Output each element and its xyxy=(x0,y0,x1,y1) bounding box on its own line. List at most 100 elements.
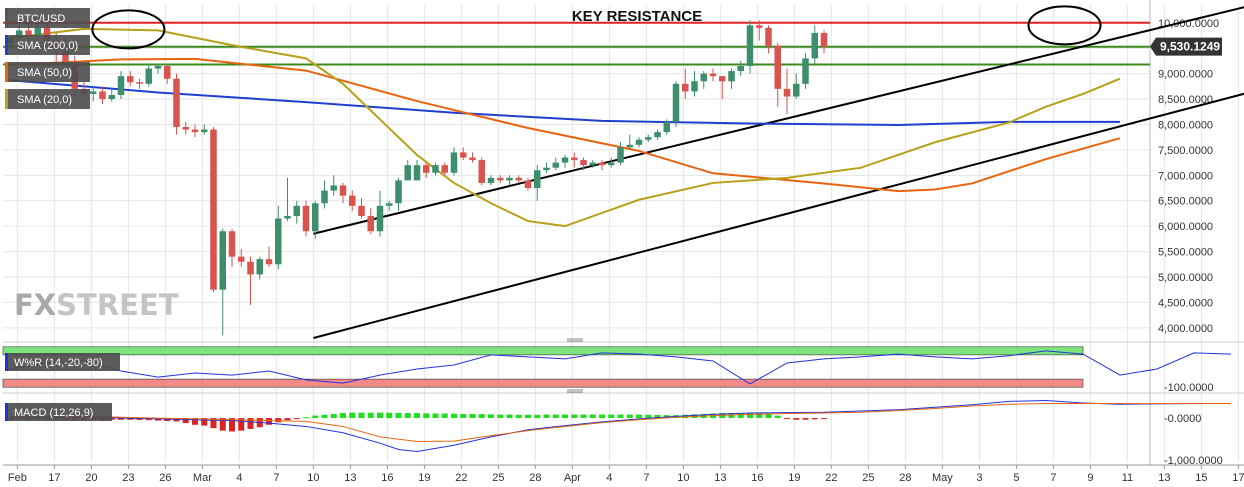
legend-color-swatch xyxy=(5,353,8,371)
bullish-candle xyxy=(672,83,680,122)
bearish-candle xyxy=(247,261,254,275)
price-tick-label: 7,000.0000 xyxy=(1158,170,1213,182)
legend-label: BTC/USD xyxy=(17,13,65,25)
legend-color-swatch xyxy=(5,89,8,109)
date-tick-label: 13 xyxy=(714,472,726,484)
bearish-candle xyxy=(136,82,143,84)
histogram-bar-positive xyxy=(534,414,541,419)
date-tick-label: 19 xyxy=(788,472,800,484)
macd-tick-label: -0.0000 xyxy=(1164,413,1201,425)
bullish-candle xyxy=(700,73,707,82)
bearish-candle xyxy=(765,27,772,46)
date-tick-label: 22 xyxy=(825,472,837,484)
bearish-candle xyxy=(182,127,189,130)
sma-line xyxy=(9,79,1120,126)
histogram-bar-negative xyxy=(136,418,143,420)
bullish-candle xyxy=(589,162,596,166)
histogram-bar-negative xyxy=(266,418,272,425)
bearish-candle xyxy=(25,30,32,36)
bullish-candle xyxy=(432,165,439,173)
histogram-bar-positive xyxy=(543,414,550,419)
channel-line xyxy=(313,6,1244,235)
bullish-candle xyxy=(663,121,670,133)
bullish-candle xyxy=(608,162,615,166)
date-tick-label: May xyxy=(932,472,953,484)
histogram-bar-negative xyxy=(275,418,282,423)
bearish-candle xyxy=(783,88,791,97)
histogram-bar-positive xyxy=(303,417,309,419)
histogram-bar-positive xyxy=(349,412,356,419)
bearish-candle xyxy=(469,157,476,161)
bullish-candle xyxy=(219,231,226,290)
date-tick-label: 9 xyxy=(1087,472,1093,484)
legend-label: SMA (200,0) xyxy=(17,40,78,52)
bullish-candle xyxy=(728,71,735,82)
histogram-bar-negative xyxy=(811,418,818,420)
bearish-candle xyxy=(478,160,485,183)
histogram-bar-positive xyxy=(562,414,568,419)
histogram-bar-positive xyxy=(636,414,642,419)
bullish-candle xyxy=(34,27,41,36)
histogram-bar-negative xyxy=(793,418,800,420)
channel-line xyxy=(313,92,1244,339)
bearish-candle xyxy=(127,76,134,83)
price-tick-label: 7,500.0000 xyxy=(1158,145,1213,157)
legend-box xyxy=(5,353,120,371)
histogram-bar-positive xyxy=(488,414,494,419)
sma-line xyxy=(9,27,1121,228)
legend-color-swatch xyxy=(5,403,8,421)
williams-band xyxy=(2,378,1084,388)
legend-item: SMA (20,0) xyxy=(5,89,90,109)
bullish-candle xyxy=(811,32,818,59)
histogram-bar-positive xyxy=(756,412,763,419)
bearish-candle xyxy=(265,259,273,265)
histogram-bar-negative xyxy=(229,418,235,432)
date-tick-label: 4 xyxy=(606,472,612,484)
date-tick-label: 26 xyxy=(159,472,171,484)
legend-label: SMA (20,0) xyxy=(17,94,72,106)
date-tick-label: Mar xyxy=(193,472,212,484)
bullish-candle xyxy=(691,81,698,92)
date-tick-label: 15 xyxy=(1195,472,1207,484)
bearish-candle xyxy=(238,256,245,262)
bearish-candle xyxy=(210,129,217,290)
legend-item: W%R (14,-20,-80) xyxy=(5,353,120,371)
histogram-bar-positive xyxy=(395,412,402,419)
bullish-candle xyxy=(654,132,661,138)
date-tick-label: 20 xyxy=(85,472,97,484)
last-price-tag xyxy=(1150,37,1222,56)
date-tick-label: 16 xyxy=(381,472,393,484)
date-tick-label: 7 xyxy=(1050,472,1056,484)
date-tick-label: 19 xyxy=(418,472,430,484)
histogram-bar-negative xyxy=(127,418,134,420)
price-tick-label: 4,500.0000 xyxy=(1158,297,1213,309)
bullish-candle xyxy=(635,139,643,145)
histogram-bar-negative xyxy=(238,418,245,431)
bullish-candle xyxy=(201,129,208,133)
bullish-candle xyxy=(802,58,809,84)
watermark-prefix: FX xyxy=(14,288,56,322)
histogram-bar-positive xyxy=(626,414,633,419)
date-tick-label: 28 xyxy=(899,472,911,484)
histogram-bar-positive xyxy=(515,414,522,419)
histogram-bar-positive xyxy=(737,413,744,419)
histogram-bar-positive xyxy=(571,414,578,419)
williams-band xyxy=(2,346,1084,356)
histogram-bar-negative xyxy=(284,418,291,421)
bullish-candle xyxy=(626,144,633,148)
bearish-candle xyxy=(62,50,69,64)
last-price-label: 9,530.1249 xyxy=(1160,40,1220,54)
histogram-bar-positive xyxy=(312,415,319,419)
bearish-candle xyxy=(423,165,430,173)
histogram-bar-positive xyxy=(441,413,448,419)
bearish-candle xyxy=(43,27,51,41)
histogram-bar-positive xyxy=(552,414,559,419)
histogram-bar-positive xyxy=(728,413,735,419)
macd-tick-label: -1,000.0000 xyxy=(1164,455,1223,467)
legend-item: MACD (12,26,9) xyxy=(5,403,112,421)
date-tick-label: 3 xyxy=(976,472,982,484)
legend-item: BTC/USD xyxy=(5,8,90,28)
bullish-candle xyxy=(561,157,569,163)
